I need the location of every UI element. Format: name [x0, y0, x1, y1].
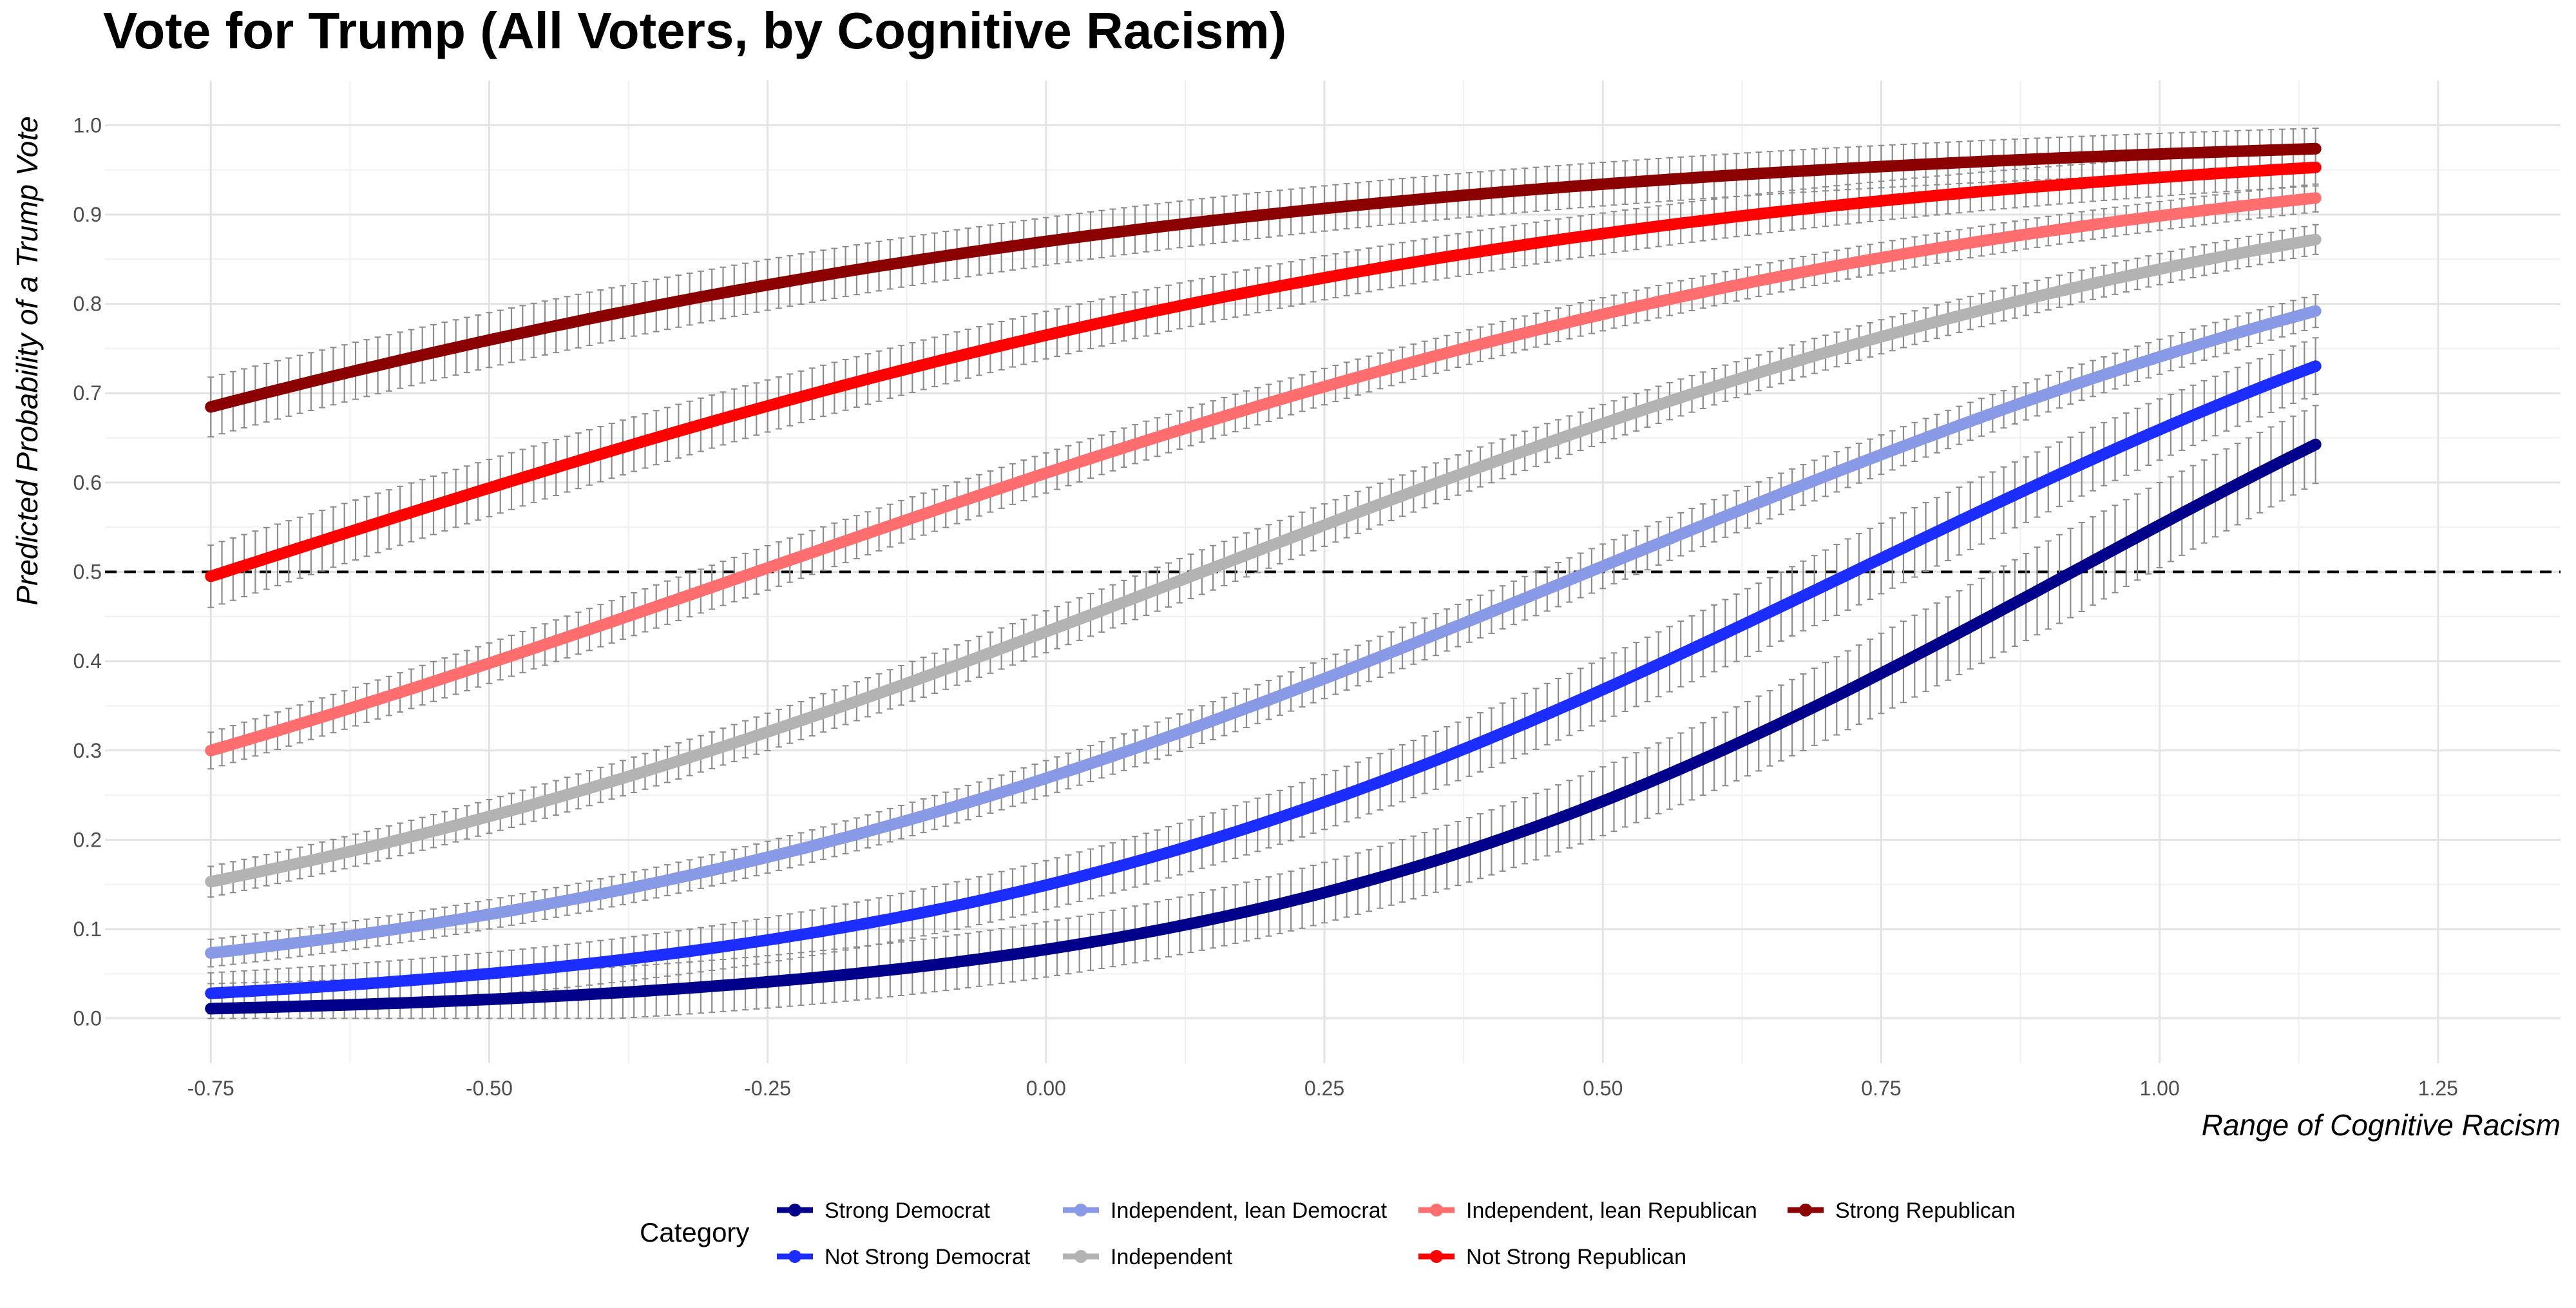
legend-item-5: Not Strong Republican — [1418, 1245, 1686, 1269]
x-tick-label: -0.50 — [466, 1077, 513, 1100]
y-tick-label: 0.8 — [73, 293, 102, 316]
legend: Category Strong Democrat Not Strong Democ… — [640, 1198, 2016, 1269]
legend-swatch-point — [788, 1250, 801, 1263]
x-tick-label: 0.25 — [1304, 1077, 1344, 1100]
legend-item-1: Not Strong Democrat — [777, 1245, 1031, 1269]
y-tick-label: 1.0 — [73, 113, 102, 137]
legend-swatch-point — [1430, 1250, 1443, 1263]
legend-item-0: Strong Democrat — [777, 1198, 991, 1223]
chart-title: Vote for Trump (All Voters, by Cognitive… — [103, 2, 1286, 59]
series-line-2 — [205, 305, 2322, 959]
legend-label: Not Strong Republican — [1466, 1245, 1686, 1269]
legend-item-4: Independent, lean Republican — [1418, 1198, 1757, 1223]
legend-label: Strong Democrat — [825, 1198, 991, 1223]
series-line-1 — [205, 360, 2322, 999]
series-line-5 — [205, 161, 2322, 582]
x-tick-label: -0.25 — [744, 1077, 791, 1100]
y-tick-label: 0.9 — [73, 203, 102, 226]
x-tick-label: 1.00 — [2139, 1077, 2179, 1100]
series-lines — [205, 142, 2322, 1015]
legend-swatch-point — [1074, 1250, 1087, 1263]
legend-swatch-point — [788, 1204, 801, 1217]
y-tick-labels: 0.0 0.1 0.2 0.3 0.4 0.5 0.6 0.7 0.8 0.9 1.0 — [73, 113, 102, 1030]
y-tick-label: 0.5 — [73, 561, 102, 584]
legend-label: Not Strong Democrat — [825, 1245, 1031, 1269]
x-tick-label: 1.25 — [2418, 1077, 2458, 1100]
legend-label: Independent — [1111, 1245, 1233, 1269]
error-bars-2 — [207, 294, 2319, 968]
y-tick-label: 0.6 — [73, 471, 102, 494]
series-line-0 — [205, 438, 2322, 1015]
y-tick-label: 0.4 — [73, 649, 102, 673]
x-tick-label: 0.00 — [1026, 1077, 1066, 1100]
legend-item-2: Independent, lean Democrat — [1063, 1198, 1388, 1223]
series-line-3 — [205, 233, 2322, 888]
legend-swatch-point — [1430, 1204, 1443, 1217]
y-axis-title: Predicted Probability of a Trump Vote — [10, 116, 44, 605]
x-tick-label: 0.50 — [1583, 1077, 1623, 1100]
series-line-6 — [205, 142, 2322, 413]
x-tick-labels: -0.75 -0.50 -0.25 0.00 0.25 0.50 0.75 1.00 1.25 — [187, 1077, 2458, 1100]
x-axis-title: Range of Cognitive Racism — [2202, 1108, 2561, 1142]
legend-title: Category — [640, 1217, 749, 1247]
x-tick-label: 0.75 — [1861, 1077, 1901, 1100]
legend-item-3: Independent — [1063, 1245, 1233, 1269]
legend-items: Strong Democrat Not Strong Democrat Indepe… — [777, 1198, 2016, 1269]
legend-item-6: Strong Republican — [1788, 1198, 2016, 1223]
legend-label: Strong Republican — [1835, 1198, 2016, 1223]
legend-swatch-point — [1074, 1204, 1087, 1217]
legend-label: Independent, lean Democrat — [1111, 1198, 1388, 1223]
error-bars-3 — [207, 224, 2319, 898]
legend-swatch-point — [1799, 1204, 1812, 1217]
x-tick-label: -0.75 — [187, 1077, 234, 1100]
y-tick-label: 0.0 — [73, 1007, 102, 1030]
series-line-4 — [205, 192, 2322, 756]
y-tick-label: 0.3 — [73, 739, 102, 762]
y-tick-label: 0.1 — [73, 918, 102, 941]
y-tick-label: 0.7 — [73, 381, 102, 405]
y-tick-label: 0.2 — [73, 828, 102, 851]
legend-label: Independent, lean Republican — [1466, 1198, 1757, 1223]
